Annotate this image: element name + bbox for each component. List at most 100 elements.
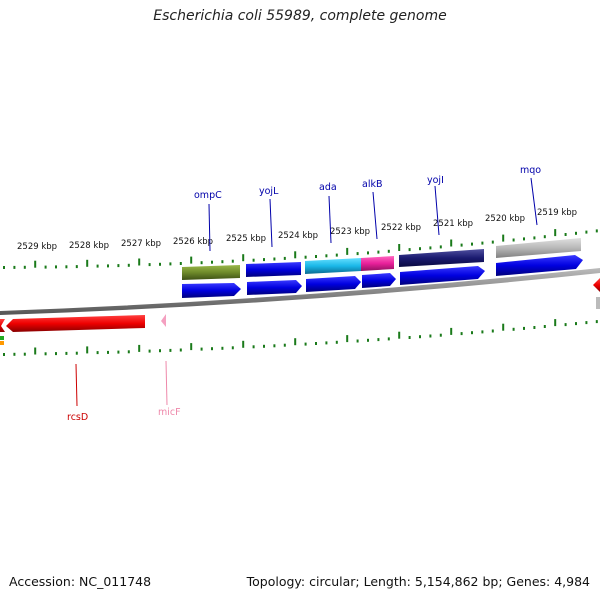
minor-tick <box>159 262 161 266</box>
ruler-label: 2522 kbp <box>381 223 421 233</box>
minor-tick <box>127 350 130 354</box>
major-tick <box>242 254 245 262</box>
minor-tick <box>419 335 421 339</box>
ruler-label: 2521 kbp <box>433 219 473 229</box>
ompC-feature[interactable] <box>182 265 240 280</box>
left-edge-feature[interactable] <box>0 319 5 332</box>
minor-tick <box>3 353 5 356</box>
minor-tick <box>273 344 276 348</box>
major-tick <box>294 338 297 346</box>
micF-feature[interactable] <box>161 314 166 327</box>
cds-arrow[interactable] <box>247 280 302 295</box>
minor-tick <box>595 229 598 233</box>
gene-label-alkB[interactable]: alkB <box>362 179 382 190</box>
accession-label: Accession: NC_011748 <box>9 574 152 589</box>
rcsD-feature[interactable] <box>6 315 145 332</box>
gene-label-micF[interactable]: micF <box>158 407 181 418</box>
minor-tick <box>585 321 588 325</box>
ruler-label: 2520 kbp <box>485 214 525 224</box>
yojI-feature[interactable] <box>399 249 484 267</box>
ruler-label: 2529 kbp <box>17 242 57 252</box>
minor-tick <box>533 236 536 240</box>
major-tick <box>86 259 89 267</box>
minor-tick <box>387 337 390 341</box>
major-tick <box>138 344 141 352</box>
minor-tick <box>419 247 421 251</box>
minor-tick <box>575 231 577 235</box>
minor-tick <box>315 255 317 258</box>
minor-tick <box>65 265 68 269</box>
major-tick <box>502 234 505 242</box>
minor-tick <box>127 263 130 267</box>
minor-tick <box>304 255 307 259</box>
minor-tick <box>263 258 265 262</box>
gene-label-ada[interactable]: ada <box>319 182 337 193</box>
major-tick <box>34 260 37 268</box>
minor-tick <box>512 327 515 331</box>
minor-tick <box>304 342 307 346</box>
major-tick <box>138 258 141 266</box>
yojL-feature[interactable] <box>246 262 301 277</box>
gene-label-yojI[interactable]: yojI <box>427 175 444 186</box>
major-tick <box>294 251 297 259</box>
gene-label-rcsD[interactable]: rcsD <box>67 412 88 423</box>
outer-feature-track <box>182 238 581 280</box>
minor-tick <box>543 325 546 328</box>
minor-tick <box>117 350 120 354</box>
genome-title: Escherichia coli 55989, complete genome <box>153 8 447 24</box>
minor-tick <box>377 250 380 254</box>
minor-tick <box>221 260 224 264</box>
cds-arrow[interactable] <box>400 266 485 285</box>
leader-line <box>434 185 440 236</box>
gene-label-mqo[interactable]: mqo <box>520 165 541 176</box>
reverse-cds-track <box>0 278 600 345</box>
minor-tick <box>200 261 203 265</box>
right-edge-feature[interactable] <box>593 278 600 292</box>
minor-tick <box>55 352 57 356</box>
ruler-label: 2528 kbp <box>69 241 109 251</box>
minor-tick <box>231 346 234 350</box>
minor-tick <box>387 249 390 253</box>
cds-arrow[interactable] <box>496 255 583 276</box>
mqo-feature[interactable] <box>496 238 581 258</box>
minor-tick <box>96 351 99 355</box>
major-tick <box>242 340 245 348</box>
minor-tick <box>356 339 359 343</box>
minor-tick <box>159 349 161 353</box>
minor-tick <box>491 240 494 244</box>
minor-tick <box>564 233 567 236</box>
major-tick <box>398 331 401 339</box>
leader-line <box>165 360 168 406</box>
minor-tick <box>148 263 151 267</box>
leader-line <box>372 191 378 240</box>
minor-tick <box>44 352 47 356</box>
gene-label-yojL[interactable]: yojL <box>259 186 279 197</box>
minor-tick <box>367 338 369 342</box>
minor-tick <box>481 330 484 334</box>
minor-tick <box>523 326 525 330</box>
alkB-feature[interactable] <box>361 256 394 271</box>
minor-tick <box>367 251 369 255</box>
minor-tick <box>429 246 432 250</box>
major-tick <box>190 343 193 351</box>
minor-tick <box>564 323 567 327</box>
minor-tick <box>439 245 442 249</box>
gene-label-ompC[interactable]: ompC <box>194 190 222 201</box>
cds-arrow[interactable] <box>306 276 361 292</box>
cds-arrow[interactable] <box>182 283 241 298</box>
lower-ruler-ticks <box>3 319 598 356</box>
minor-tick <box>169 348 172 352</box>
cds-arrow[interactable] <box>362 273 396 288</box>
minor-tick <box>460 332 463 336</box>
minor-tick <box>408 248 411 252</box>
minor-tick <box>273 257 276 261</box>
minor-tick <box>221 346 224 350</box>
minor-tick <box>585 230 588 234</box>
ruler-label: 2524 kbp <box>278 231 318 241</box>
leader-line <box>75 363 78 407</box>
ada-feature[interactable] <box>305 258 361 274</box>
minor-tick <box>13 352 16 356</box>
minor-tick <box>439 333 442 337</box>
leader-line <box>328 195 332 244</box>
